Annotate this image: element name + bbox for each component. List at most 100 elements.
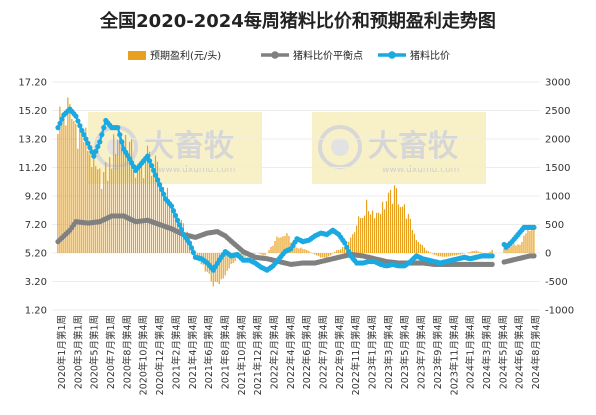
profit-bar — [288, 236, 290, 253]
profit-bar — [356, 225, 358, 253]
profit-bar — [254, 253, 256, 254]
profit-bar — [81, 129, 83, 253]
profit-bar — [513, 244, 515, 253]
watermark-logo-icon — [331, 138, 349, 156]
profit-bar — [447, 253, 449, 257]
profit-bar — [336, 250, 338, 253]
ratio-point — [176, 222, 183, 228]
profit-bar — [61, 113, 63, 253]
right-tick-label: 0 — [545, 249, 551, 260]
profit-bar — [286, 233, 288, 253]
profit-bar — [371, 210, 374, 253]
profit-bar — [525, 233, 527, 253]
profit-bar — [369, 214, 372, 253]
profit-bar — [63, 117, 65, 253]
x-tick-label: 2021年10月第4周 — [236, 315, 248, 395]
profit-bar — [475, 250, 477, 253]
profit-bar — [158, 178, 161, 253]
profit-bar — [350, 237, 352, 253]
profit-bar — [491, 249, 493, 253]
profit-bar — [364, 215, 366, 253]
profit-bar — [79, 127, 81, 253]
profit-bar — [326, 253, 328, 258]
x-tick-label: 2024年6月第4周 — [514, 315, 526, 389]
profit-bar — [393, 185, 396, 253]
profit-bar — [91, 167, 93, 253]
profit-bar — [176, 218, 178, 253]
x-tick-label: 2020年12月第4周 — [154, 315, 166, 395]
ratio-point — [79, 127, 85, 134]
profit-bar — [419, 244, 421, 253]
ratio-point — [188, 245, 195, 251]
profit-bar — [437, 253, 439, 257]
profit-bar — [533, 225, 535, 253]
profit-bar — [505, 249, 507, 253]
watermark-brand: 大畜牧 — [368, 129, 459, 164]
profit-bar — [87, 150, 89, 253]
profit-bar — [385, 201, 388, 253]
profit-bar — [344, 247, 346, 253]
profit-bar — [443, 253, 445, 257]
ratio-point — [83, 136, 89, 142]
x-tick-label: 2023年5月第4周 — [399, 315, 411, 389]
profit-bar — [439, 253, 441, 257]
profit-bar — [328, 253, 330, 257]
profit-bar — [366, 199, 368, 253]
ratio-point — [168, 203, 175, 209]
x-tick-label: 2023年3月第4周 — [383, 315, 395, 389]
profit-bar — [152, 168, 155, 253]
profit-bar — [284, 235, 286, 253]
profit-bar — [226, 253, 228, 271]
ratio-point — [57, 120, 63, 126]
profit-bar — [445, 253, 447, 257]
profit-bar — [332, 253, 334, 254]
ratio-point — [81, 132, 87, 138]
profit-bar — [346, 246, 348, 253]
profit-bar — [521, 242, 523, 253]
profit-bar — [220, 253, 222, 280]
ratio-point — [87, 144, 93, 151]
left-tick-label: 15.20 — [18, 106, 47, 117]
profit-bar — [136, 171, 139, 253]
x-tick-label: 2021年8月第4周 — [219, 315, 231, 389]
profit-bar — [129, 141, 131, 253]
x-tick-label: 2021年2月第4周 — [170, 315, 182, 389]
ratio-point — [73, 113, 79, 119]
ratio-point — [186, 240, 193, 246]
profit-bar — [523, 235, 525, 253]
x-tick-label: 2024年8月第4周 — [530, 315, 542, 389]
left-tick-label: 17.20 — [18, 78, 47, 89]
profit-bar — [473, 251, 475, 253]
profit-bar — [322, 253, 324, 258]
profit-bar — [146, 145, 149, 253]
profit-bar — [274, 240, 276, 253]
profit-bar — [320, 253, 322, 258]
profit-bar — [431, 253, 433, 254]
profit-bar — [375, 212, 378, 253]
profit-bar — [264, 253, 266, 256]
ratio-point — [489, 253, 495, 259]
legend: 预期盈利(元/头) 猪料比价平衡点 猪料比价 — [128, 49, 450, 62]
right-tick-label: 2000 — [545, 135, 570, 146]
profit-bar — [354, 232, 356, 253]
ratio-point — [145, 153, 151, 159]
profit-bar — [417, 241, 419, 253]
x-tick-label: 2021年4月第4周 — [187, 315, 199, 389]
profit-bar — [222, 253, 224, 279]
profit-bar — [57, 133, 59, 253]
profit-bar — [166, 187, 169, 253]
profit-bar — [142, 178, 145, 253]
profit-bar — [230, 253, 232, 264]
profit-bar — [228, 253, 230, 269]
x-tick-label: 2020年10月第4周 — [138, 315, 150, 395]
ratio-point — [174, 217, 181, 223]
ratio-point — [99, 132, 105, 138]
x-tick-label: 2020年3月第1周 — [72, 315, 84, 389]
x-tick-label: 2022年9月第4周 — [334, 315, 346, 389]
profit-bar — [242, 253, 244, 258]
profit-bar — [67, 97, 69, 253]
profit-bar — [310, 252, 312, 253]
profit-bar — [503, 248, 505, 253]
profit-bar — [270, 246, 272, 253]
profit-bar — [403, 204, 406, 253]
